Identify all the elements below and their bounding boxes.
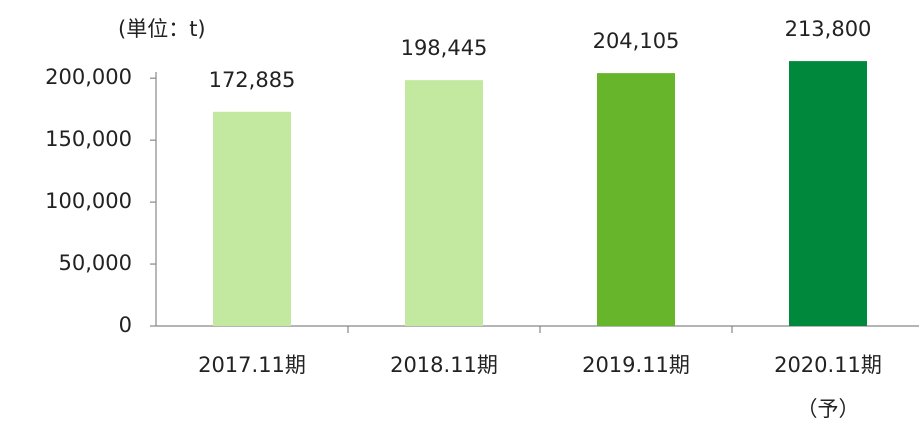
value-label: 204,105 [593,29,680,53]
value-label: 198,445 [401,36,488,60]
y-tick-label: 150,000 [45,127,132,151]
y-tick-label: 50,000 [59,251,132,275]
value-label: 172,885 [209,68,296,92]
bar [405,80,483,327]
x-tick-label: 2019.11期 [582,353,690,377]
y-tick-label: 0 [119,313,132,337]
bar [789,61,867,326]
category-note: （予） [797,397,860,421]
unit-label: (単位：t) [118,17,206,41]
y-tick-label: 200,000 [45,65,132,89]
bar [597,73,675,327]
x-tick-label: 2018.11期 [390,353,498,377]
bar [213,111,291,327]
x-tick-label: 2020.11期 [774,353,882,377]
y-tick-label: 100,000 [45,189,132,213]
x-tick-label: 2017.11期 [198,353,306,377]
value-label: 213,800 [785,17,872,41]
